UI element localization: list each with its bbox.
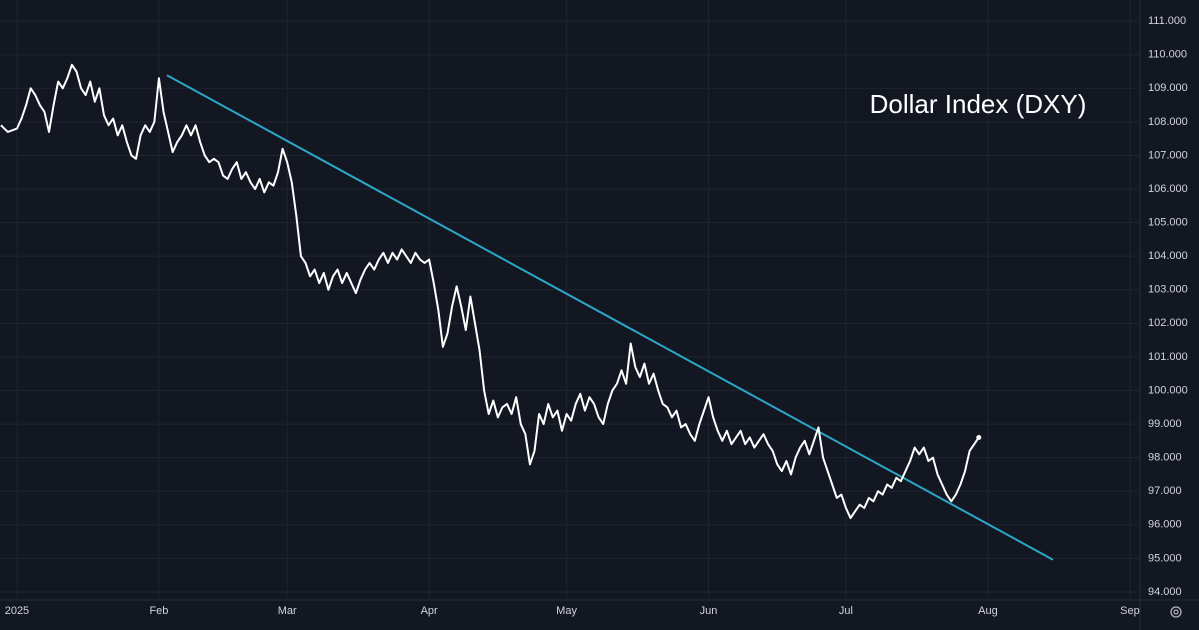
last-point xyxy=(976,434,982,440)
y-tick-label: 103.000 xyxy=(1148,284,1188,296)
x-tick-label: Sep xyxy=(1120,605,1140,617)
y-tick-label: 98.000 xyxy=(1148,452,1182,464)
y-tick-label: 111.000 xyxy=(1148,15,1186,27)
y-tick-label: 100.000 xyxy=(1148,384,1188,396)
x-tick-label: Apr xyxy=(421,605,438,617)
y-tick-label: 107.000 xyxy=(1148,149,1188,161)
x-tick-label: 2025 xyxy=(5,605,29,617)
x-tick-label: Jun xyxy=(700,605,718,617)
y-tick-label: 96.000 xyxy=(1148,519,1182,531)
y-tick-label: 99.000 xyxy=(1148,418,1182,430)
settings-icon[interactable] xyxy=(1170,606,1182,618)
y-tick-label: 95.000 xyxy=(1148,552,1182,564)
price-line xyxy=(0,63,980,520)
y-tick-label: 101.000 xyxy=(1148,351,1188,363)
trendline xyxy=(166,74,1054,561)
x-tick-label: May xyxy=(556,605,577,617)
y-tick-label: 104.000 xyxy=(1148,250,1188,262)
y-tick-label: 106.000 xyxy=(1148,183,1188,195)
x-tick-label: Mar xyxy=(278,605,297,617)
y-tick-label: 110.000 xyxy=(1148,49,1187,61)
settings-icon-ring xyxy=(1170,606,1182,618)
chart-title: Dollar Index (DXY) xyxy=(870,89,1087,119)
x-tick-label: Feb xyxy=(149,605,168,617)
x-tick-label: Aug xyxy=(978,605,998,617)
y-tick-label: 94.000 xyxy=(1148,586,1182,598)
settings-icon-core xyxy=(1173,609,1179,615)
x-tick-label: Jul xyxy=(839,605,853,617)
y-tick-label: 108.000 xyxy=(1148,116,1188,128)
y-tick-label: 109.000 xyxy=(1148,82,1188,94)
y-tick-label: 97.000 xyxy=(1148,485,1182,497)
y-tick-label: 102.000 xyxy=(1148,317,1188,329)
y-tick-label: 105.000 xyxy=(1148,217,1188,229)
